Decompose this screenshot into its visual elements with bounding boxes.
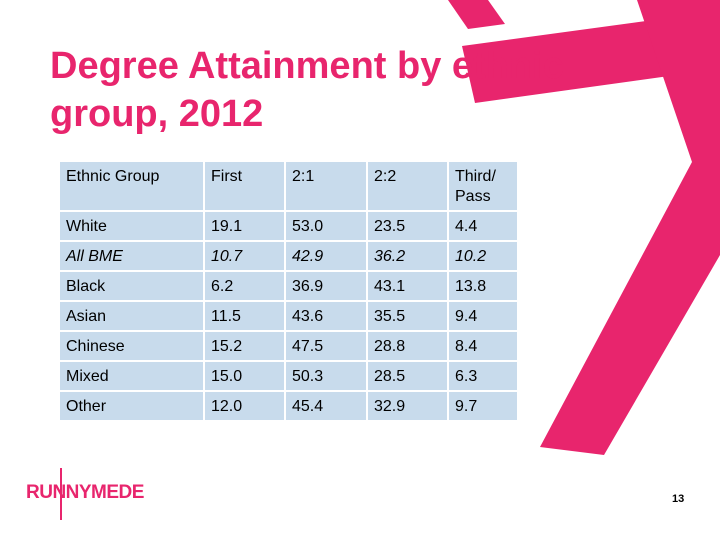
degree-attainment-table: Ethnic Group First 2:1 2:2 Third/Pass Wh… bbox=[58, 160, 519, 422]
cell-upper-second: 53.0 bbox=[286, 212, 366, 240]
cell-upper-second: 47.5 bbox=[286, 332, 366, 360]
cell-upper-second: 43.6 bbox=[286, 302, 366, 330]
cell-group: Black bbox=[60, 272, 203, 300]
cell-upper-second: 42.9 bbox=[286, 242, 366, 270]
table-row-white: White 19.1 53.0 23.5 4.4 bbox=[60, 212, 517, 240]
table-header-row: Ethnic Group First 2:1 2:2 Third/Pass bbox=[60, 162, 517, 210]
cell-lower-second: 28.5 bbox=[368, 362, 447, 390]
cell-first: 12.0 bbox=[205, 392, 284, 420]
cell-upper-second: 45.4 bbox=[286, 392, 366, 420]
header-third-pass: Third/Pass bbox=[449, 162, 517, 210]
cell-first: 15.0 bbox=[205, 362, 284, 390]
cell-first: 11.5 bbox=[205, 302, 284, 330]
cell-lower-second: 32.9 bbox=[368, 392, 447, 420]
table-row-asian: Asian 11.5 43.6 35.5 9.4 bbox=[60, 302, 517, 330]
cell-third: 9.7 bbox=[449, 392, 517, 420]
cell-lower-second: 35.5 bbox=[368, 302, 447, 330]
header-third-line2: Pass bbox=[455, 188, 491, 205]
cell-group: Chinese bbox=[60, 332, 203, 360]
cell-lower-second: 43.1 bbox=[368, 272, 447, 300]
cell-group: Asian bbox=[60, 302, 203, 330]
cell-third: 9.4 bbox=[449, 302, 517, 330]
cell-first: 15.2 bbox=[205, 332, 284, 360]
header-lower-second: 2:2 bbox=[368, 162, 447, 210]
page-number: 13 bbox=[672, 493, 685, 505]
cell-first: 10.7 bbox=[205, 242, 284, 270]
cell-third: 6.3 bbox=[449, 362, 517, 390]
header-ethnic-group: Ethnic Group bbox=[60, 162, 203, 210]
header-first: First bbox=[205, 162, 284, 210]
cell-third: 4.4 bbox=[449, 212, 517, 240]
cell-lower-second: 36.2 bbox=[368, 242, 447, 270]
table-row-chinese: Chinese 15.2 47.5 28.8 8.4 bbox=[60, 332, 517, 360]
cell-upper-second: 50.3 bbox=[286, 362, 366, 390]
cell-third: 8.4 bbox=[449, 332, 517, 360]
table-row-all-bme: All BME 10.7 42.9 36.2 10.2 bbox=[60, 242, 517, 270]
slide-title: Degree Attainment by ethnic group, 2012 bbox=[50, 45, 564, 135]
cell-group: All BME bbox=[60, 242, 203, 270]
cell-lower-second: 23.5 bbox=[368, 212, 447, 240]
cell-group: Mixed bbox=[60, 362, 203, 390]
cell-upper-second: 36.9 bbox=[286, 272, 366, 300]
cell-first: 6.2 bbox=[205, 272, 284, 300]
cell-first: 19.1 bbox=[205, 212, 284, 240]
upper-stripe bbox=[448, 0, 505, 29]
logo-wordmark: RUNNYMEDE bbox=[26, 482, 144, 503]
cell-third: 10.2 bbox=[449, 242, 517, 270]
runnymede-logo: RUNNYMEDE bbox=[26, 466, 150, 522]
logo-stroke-icon bbox=[60, 468, 62, 520]
header-upper-second: 2:1 bbox=[286, 162, 366, 210]
cell-lower-second: 28.8 bbox=[368, 332, 447, 360]
cell-group: White bbox=[60, 212, 203, 240]
cell-group: Other bbox=[60, 392, 203, 420]
table-row-mixed: Mixed 15.0 50.3 28.5 6.3 bbox=[60, 362, 517, 390]
cell-third: 13.8 bbox=[449, 272, 517, 300]
header-third-line1: Third/ bbox=[455, 168, 496, 185]
table-row-black: Black 6.2 36.9 43.1 13.8 bbox=[60, 272, 517, 300]
table-row-other: Other 12.0 45.4 32.9 9.7 bbox=[60, 392, 517, 420]
